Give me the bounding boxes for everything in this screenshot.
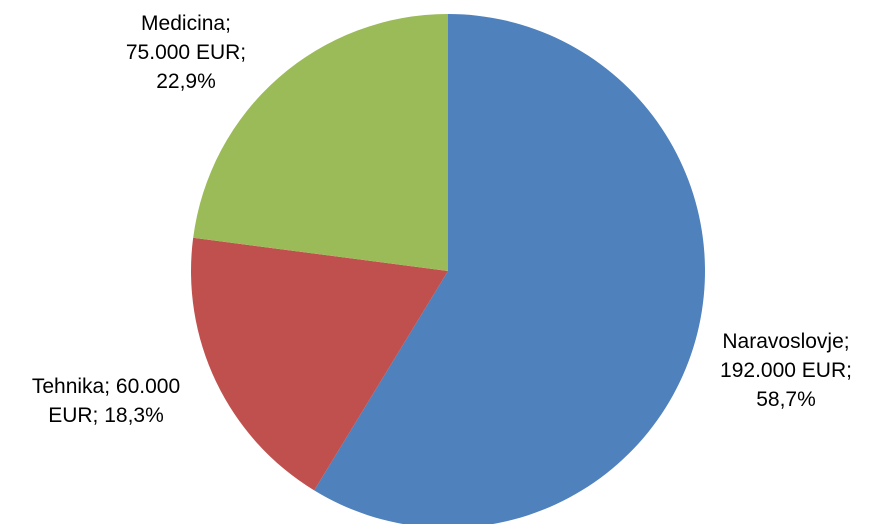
pie-label-naravoslovje: Naravoslovje; 192.000 EUR; 58,7% xyxy=(720,330,852,411)
pie-label-tehnika: Tehnika; 60.000 EUR; 18,3% xyxy=(32,375,180,427)
pie-label-line: Tehnika; 60.000 xyxy=(32,375,180,398)
pie-slices xyxy=(191,14,705,528)
pie-slice-naravoslovje xyxy=(314,14,705,528)
pie-label-line: 22,9% xyxy=(156,70,216,93)
pie-label-medicina: Medicina; 75.000 EUR; 22,9% xyxy=(126,12,246,93)
pie-label-line: 75.000 EUR; xyxy=(126,41,246,64)
pie-slice-tehnika xyxy=(191,237,448,491)
pie-label-line: 58,7% xyxy=(756,388,816,411)
pie-label-line: EUR; 18,3% xyxy=(48,404,164,427)
pie-label-line: Naravoslovje; xyxy=(722,330,849,353)
pie-labels: Naravoslovje; 192.000 EUR; 58,7% Tehnika; 6… xyxy=(32,12,852,427)
pie-label-line: Medicina; xyxy=(141,12,231,35)
pie-label-line: 192.000 EUR; xyxy=(720,359,852,382)
pie-slice-medicina xyxy=(193,14,448,271)
